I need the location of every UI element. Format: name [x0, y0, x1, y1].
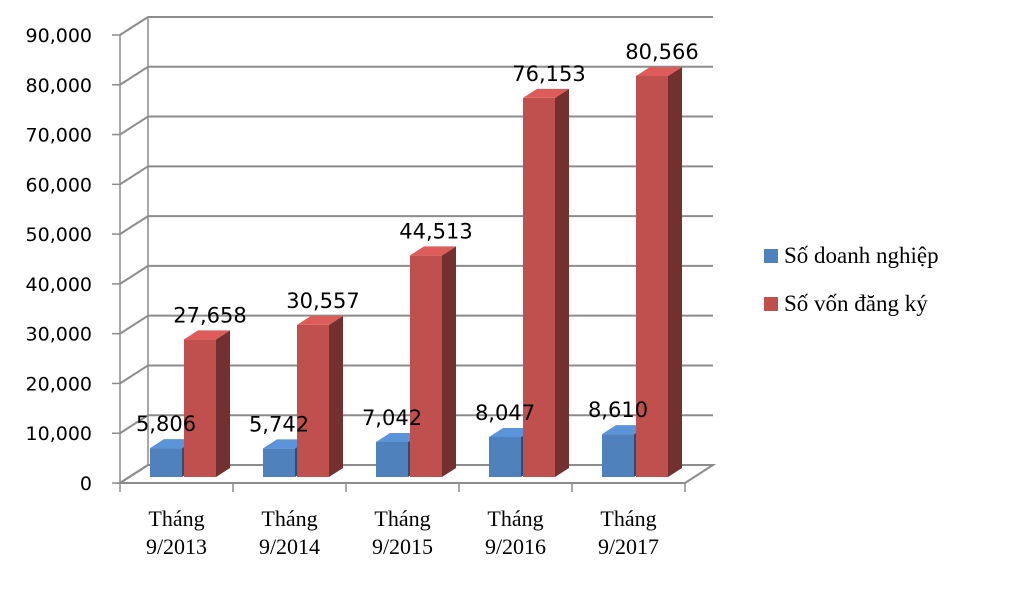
legend-label: Số doanh nghiệp: [784, 243, 939, 268]
gridline-slant: [119, 265, 149, 285]
bar-enterprises-front: [602, 434, 634, 477]
x-tick-label: Tháng 9/2015: [372, 506, 433, 559]
legend-swatch: [764, 249, 778, 263]
bar-capital-top: [410, 246, 456, 256]
data-labels: 5,806 27,658 5,742 30,557 7,042 44,513 8,047 76…: [136, 40, 699, 436]
bar-capital-side: [329, 315, 343, 477]
y-tick-label: 0: [80, 473, 92, 495]
bar-capital-side: [442, 246, 456, 477]
x-tick-label: Tháng 9/2014: [259, 506, 320, 559]
y-tick-label: 50,000: [26, 224, 92, 246]
gridline-slant: [119, 65, 149, 86]
gridline-slant: [119, 464, 149, 484]
bar-capital-front: [297, 324, 329, 477]
legend-label: Số vốn đăng ký: [784, 291, 928, 316]
y-tick-label: 60,000: [26, 174, 92, 196]
bar-capital-top: [523, 88, 569, 98]
bar-capital-top: [636, 66, 682, 76]
legend: Số doanh nghiệp Số vốn đăng ký: [764, 243, 939, 316]
data-label: 5,742: [249, 412, 309, 436]
bar-capital-side: [216, 330, 230, 477]
bar-capital-front: [636, 75, 668, 477]
y-tick-label: 40,000: [26, 274, 92, 296]
data-label: 8,047: [475, 401, 535, 425]
y-tick-label: 10,000: [26, 423, 92, 445]
x-tick-label: Tháng 9/2016: [485, 506, 546, 559]
data-label: 7,042: [362, 406, 422, 430]
y-axis: 0 10,000 20,000 30,000 40,000 50,000 60,000 70,…: [26, 25, 120, 495]
x-axis: Tháng 9/2013 Tháng 9/2014 Tháng 9/2015 Tháng 9/…: [119, 483, 686, 559]
y-tick-label: 30,000: [26, 324, 92, 346]
bar-capital-front: [410, 255, 442, 477]
bar-capital-side: [668, 66, 682, 477]
gridline-slant: [119, 215, 149, 235]
bar-enterprises-front: [263, 448, 295, 477]
y-tick-label: 80,000: [26, 75, 92, 97]
x-tick-label: Tháng 9/2017: [598, 506, 659, 559]
gridline-slant: [119, 414, 149, 435]
data-label: 27,658: [173, 303, 246, 327]
bar-enterprises-front: [150, 448, 182, 477]
gridline-slant: [119, 364, 149, 385]
bar-capital-side: [555, 88, 569, 477]
y-tick-label: 70,000: [26, 125, 92, 147]
bar-capital-front: [523, 97, 555, 477]
bar-capital-top: [297, 315, 343, 325]
y-tick-label: 90,000: [26, 25, 92, 47]
legend-swatch: [764, 297, 778, 311]
y-tick-label: 20,000: [26, 373, 92, 395]
x-tick-label: Tháng 9/2013: [146, 506, 207, 559]
bar-capital-front: [184, 339, 216, 477]
data-label: 8,610: [588, 398, 648, 422]
bar-enterprises-front: [376, 441, 408, 477]
gridline-slant: [119, 314, 149, 335]
data-label: 30,557: [286, 289, 359, 313]
data-label: 44,513: [399, 219, 472, 243]
gridline-slant: [119, 165, 149, 186]
data-label: 80,566: [625, 40, 698, 64]
data-label: 5,806: [136, 412, 196, 436]
data-label: 76,153: [512, 62, 585, 86]
gridline-slant: [119, 16, 149, 36]
bar-enterprises-front: [489, 436, 521, 477]
bar-capital-top: [184, 330, 230, 340]
bars: [150, 66, 682, 477]
gridline-slant: [119, 115, 149, 136]
